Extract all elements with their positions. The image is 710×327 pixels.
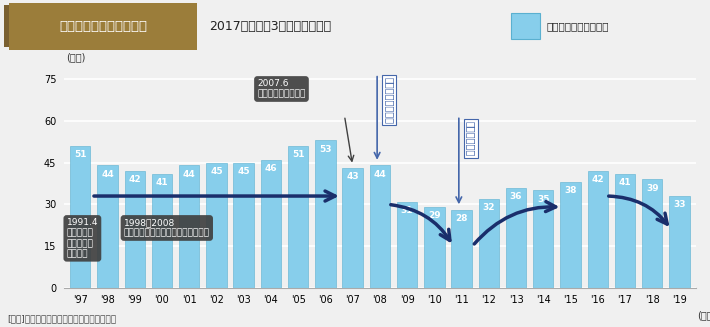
FancyBboxPatch shape bbox=[511, 13, 540, 39]
Bar bbox=[370, 165, 390, 288]
Bar bbox=[560, 182, 581, 288]
Text: 1991.4
生産緑地法
改正による
大量供給: 1991.4 生産緑地法 改正による 大量供給 bbox=[67, 218, 98, 258]
Text: リーマンショック: リーマンショック bbox=[384, 77, 394, 124]
Bar bbox=[179, 165, 200, 288]
Bar bbox=[315, 140, 336, 288]
Text: 31: 31 bbox=[401, 206, 413, 215]
Bar bbox=[615, 174, 635, 288]
Text: 46: 46 bbox=[265, 164, 277, 173]
Text: 45: 45 bbox=[210, 167, 223, 176]
Text: 53: 53 bbox=[319, 145, 332, 154]
Text: (年度): (年度) bbox=[697, 310, 710, 320]
Bar bbox=[124, 171, 145, 288]
FancyBboxPatch shape bbox=[4, 5, 9, 47]
Bar bbox=[506, 188, 526, 288]
Text: 45: 45 bbox=[237, 167, 250, 176]
Text: 51: 51 bbox=[74, 150, 87, 159]
Text: 38: 38 bbox=[564, 186, 577, 195]
Text: 33: 33 bbox=[673, 200, 686, 209]
Text: 32: 32 bbox=[483, 203, 495, 212]
Text: 42: 42 bbox=[591, 175, 604, 184]
FancyBboxPatch shape bbox=[9, 3, 197, 50]
Text: 36: 36 bbox=[510, 192, 523, 201]
Text: 43: 43 bbox=[346, 172, 359, 181]
Text: 44: 44 bbox=[182, 170, 195, 179]
Bar bbox=[97, 165, 118, 288]
Bar bbox=[261, 160, 281, 288]
Bar bbox=[424, 207, 444, 288]
Bar bbox=[533, 190, 554, 288]
Text: 39: 39 bbox=[646, 183, 659, 193]
Text: 全国賃貸住宅着工戸数: 全国賃貸住宅着工戸数 bbox=[547, 21, 609, 31]
Text: 28: 28 bbox=[455, 214, 468, 223]
Text: 賃貸住宅着工戸数の推移: 賃貸住宅着工戸数の推移 bbox=[59, 20, 147, 33]
Text: 29: 29 bbox=[428, 211, 441, 220]
Bar bbox=[288, 146, 308, 288]
Bar bbox=[452, 210, 471, 288]
Bar bbox=[397, 201, 417, 288]
Text: 41: 41 bbox=[155, 178, 168, 187]
Bar bbox=[342, 168, 363, 288]
Text: 35: 35 bbox=[537, 195, 550, 204]
Bar bbox=[206, 163, 226, 288]
Bar bbox=[670, 196, 689, 288]
Text: 41: 41 bbox=[618, 178, 631, 187]
Text: 51: 51 bbox=[292, 150, 305, 159]
Text: 44: 44 bbox=[101, 170, 114, 179]
Bar bbox=[234, 163, 254, 288]
Text: 2007.6
改正建築基準法施行: 2007.6 改正建築基準法施行 bbox=[257, 79, 306, 99]
Bar bbox=[152, 174, 172, 288]
Text: 2017年度かる3年度連続の減少: 2017年度かる3年度連続の減少 bbox=[209, 20, 332, 33]
Bar bbox=[70, 146, 90, 288]
Text: 東日本大震災: 東日本大震災 bbox=[466, 121, 476, 156]
Text: 42: 42 bbox=[129, 175, 141, 184]
Text: (万户): (万户) bbox=[67, 53, 86, 62]
Bar bbox=[479, 199, 499, 288]
Text: 1998～2008
供給戸数は平均４６万戸／年で推移: 1998～2008 供給戸数は平均４６万戸／年で推移 bbox=[124, 218, 210, 238]
Bar bbox=[642, 179, 662, 288]
Text: 44: 44 bbox=[373, 170, 386, 179]
Text: [出所]国土交通省「建築着工統計調査報告」: [出所]国土交通省「建築着工統計調査報告」 bbox=[7, 315, 116, 324]
Bar bbox=[588, 171, 608, 288]
